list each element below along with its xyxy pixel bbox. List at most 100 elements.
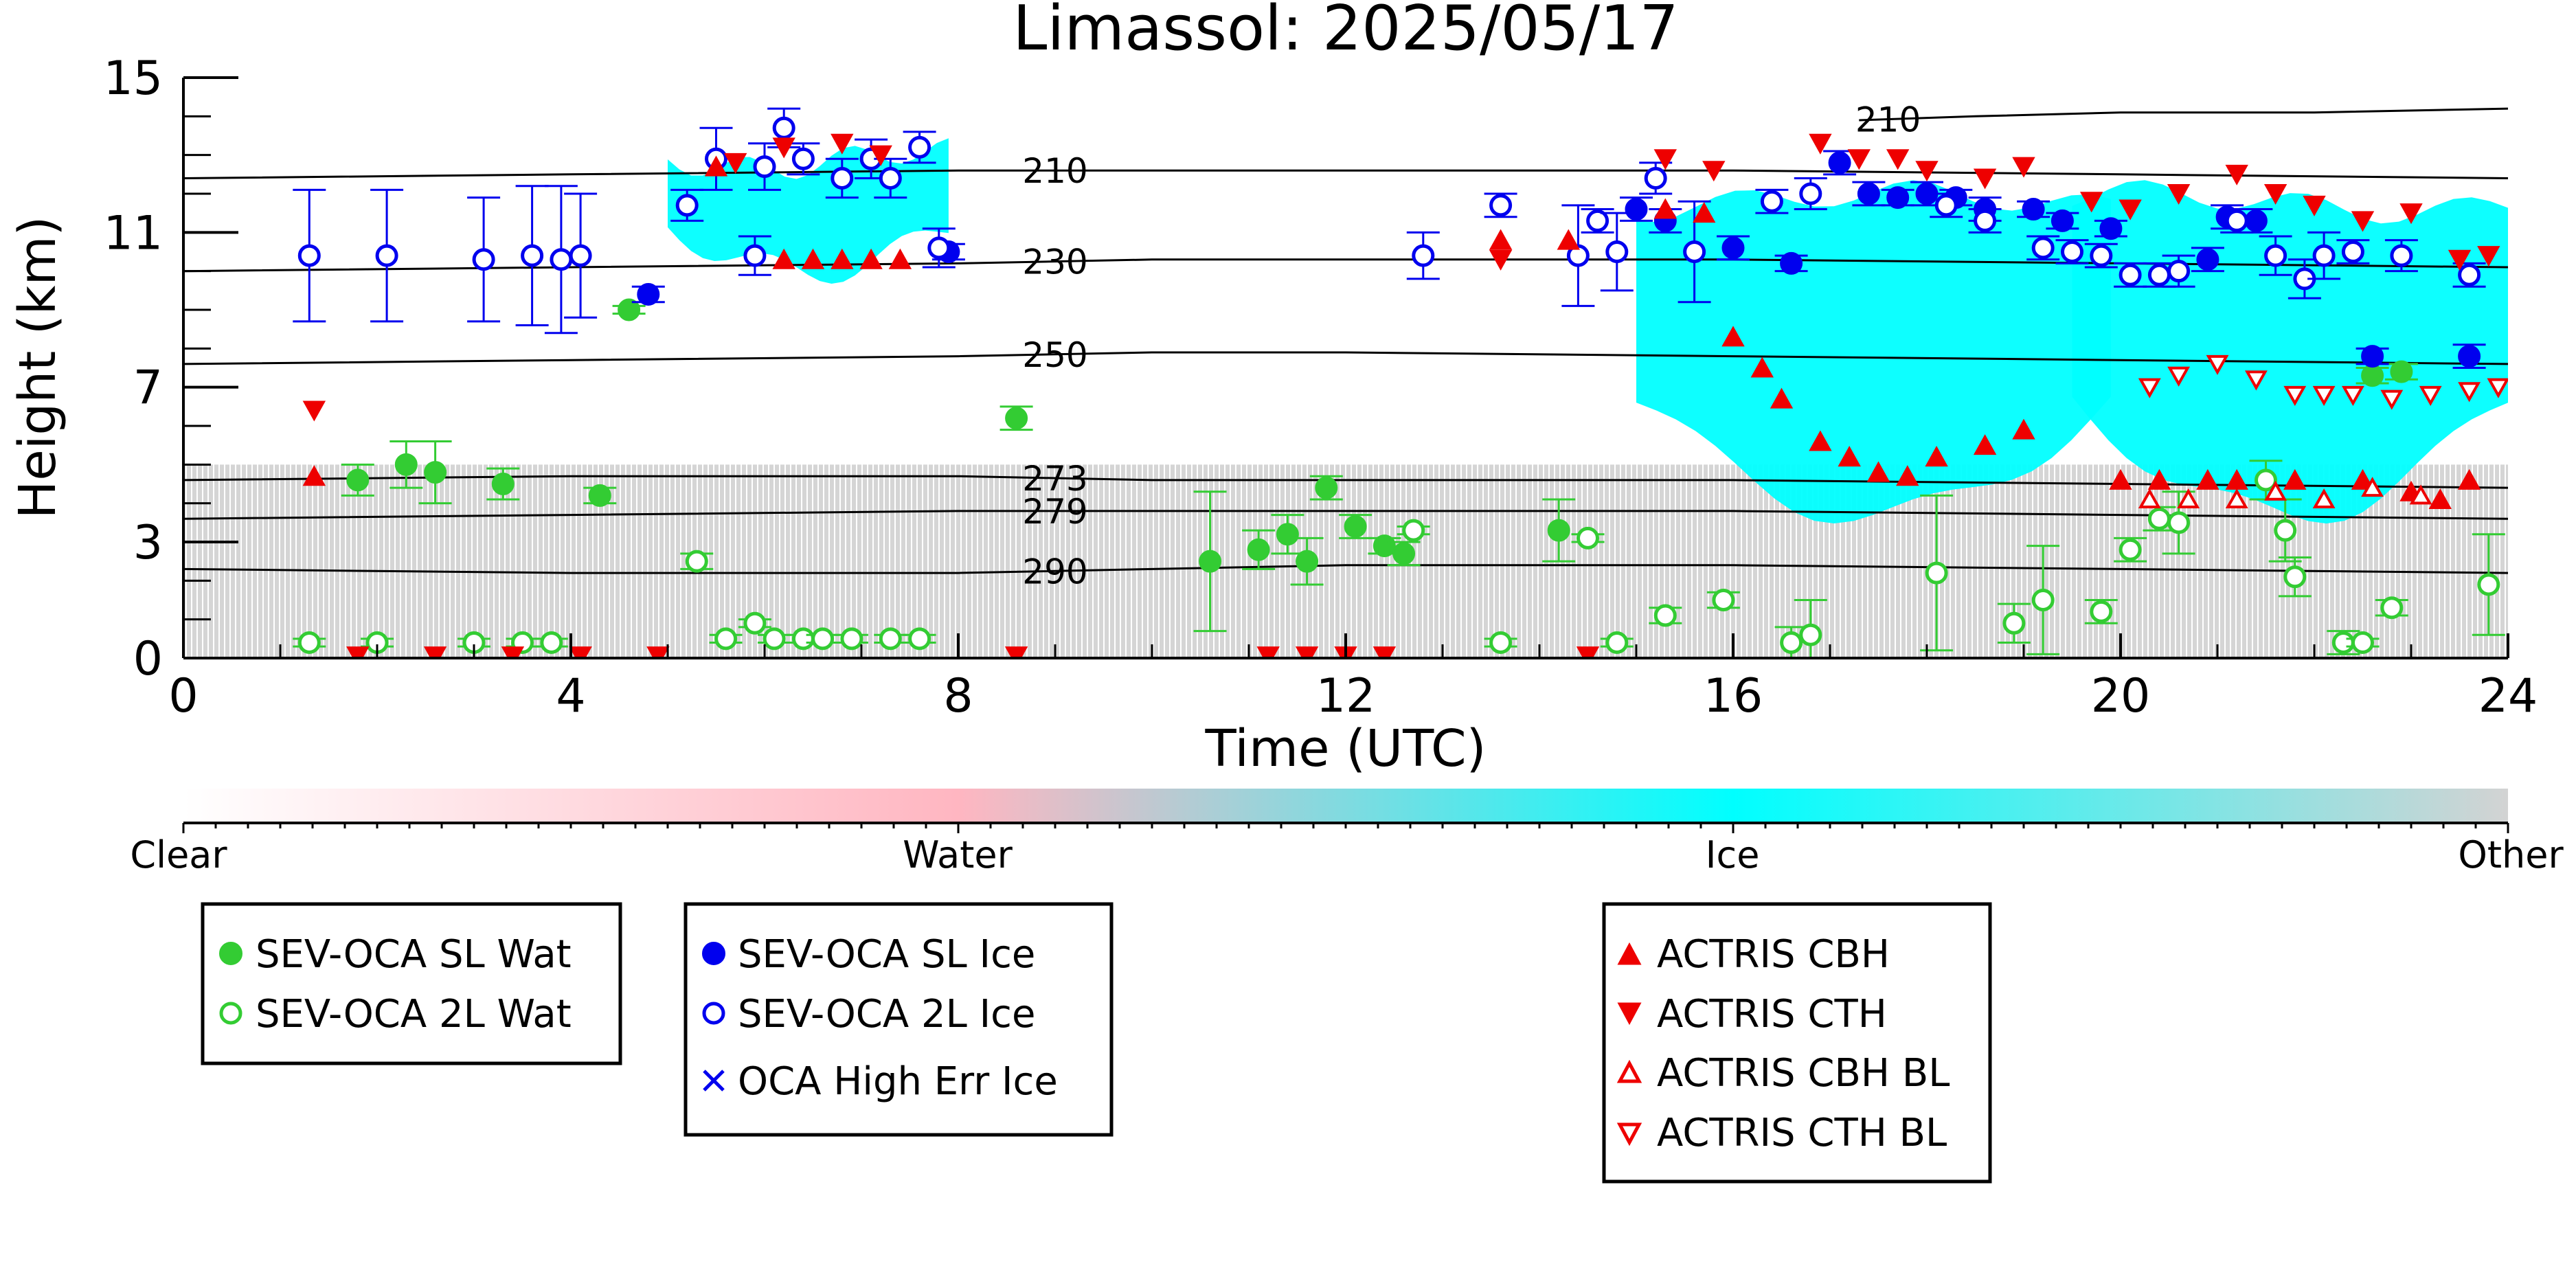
- data-point: [1372, 534, 1396, 558]
- data-point: [831, 166, 854, 190]
- data-point: [1828, 151, 1851, 174]
- data-point: [2090, 244, 2113, 267]
- data-point: [1780, 251, 1803, 275]
- temperature-contour: [183, 475, 2508, 489]
- data-point: [1799, 623, 1822, 646]
- data-point: [1586, 209, 1609, 232]
- data-point: [2255, 468, 2277, 492]
- data-point: [1780, 631, 1803, 654]
- legend-marker-high-err-ice: [703, 1070, 725, 1092]
- data-point: [2002, 611, 2026, 635]
- data-point: [2061, 240, 2083, 263]
- legend-marker-cbh-bl: [1616, 1059, 1642, 1083]
- data-point: [646, 646, 670, 658]
- data-point: [2147, 263, 2171, 286]
- legend-marker-cbh: [1617, 942, 1642, 965]
- data-point: [1702, 161, 1726, 182]
- data-point: [2428, 488, 2452, 510]
- series-actris-cth-bl: [2138, 354, 2508, 410]
- temperature-contour: [183, 351, 2508, 365]
- colorbar-label-clear: Clear: [130, 833, 227, 877]
- legend-marker-cth: [1617, 1002, 1642, 1026]
- data-point: [791, 627, 815, 651]
- data-point: [550, 248, 573, 271]
- series-actris-cth: [302, 133, 2500, 658]
- data-point: [2050, 209, 2074, 232]
- data-point: [2167, 260, 2191, 283]
- data-series: [293, 107, 2508, 658]
- data-point: [540, 631, 563, 654]
- data-point: [569, 244, 592, 267]
- data-point: [2012, 157, 2035, 178]
- data-point: [1847, 149, 1871, 170]
- legend-marker-cth-bl: [1616, 1122, 1642, 1146]
- data-point: [2448, 249, 2472, 271]
- data-point: [2138, 378, 2161, 398]
- data-point: [2409, 484, 2432, 505]
- series-sev-oca-sl-wat: [341, 298, 2418, 633]
- ice-region: [668, 138, 949, 284]
- data-point: [2390, 244, 2413, 267]
- data-point: [2477, 246, 2500, 267]
- data-point: [302, 465, 326, 486]
- data-point: [831, 248, 854, 269]
- legend-water: SEV-OCA SL Wat SEV-OCA 2L Wat: [201, 902, 622, 1065]
- data-point: [791, 147, 815, 170]
- data-point: [1296, 550, 1319, 573]
- data-point: [1577, 526, 1599, 550]
- data-point: [1760, 190, 1783, 213]
- data-point: [1886, 149, 1910, 170]
- data-point: [1576, 646, 1600, 658]
- legend-marker-2l-wat: [219, 1002, 242, 1025]
- data-point: [1973, 434, 1997, 455]
- data-point: [1973, 168, 1997, 190]
- contour-label: 210: [1022, 151, 1087, 191]
- legend-label-cbh: ACTRIS CBH: [1657, 932, 1890, 977]
- data-point: [2022, 198, 2045, 221]
- data-point: [2225, 488, 2248, 509]
- data-point: [772, 116, 795, 139]
- data-point: [2457, 468, 2481, 490]
- data-point: [1721, 326, 1745, 347]
- data-point: [1712, 589, 1735, 611]
- data-point: [2341, 385, 2364, 406]
- data-point: [1605, 631, 1629, 654]
- data-point: [2196, 248, 2219, 271]
- data-point: [888, 248, 912, 269]
- data-point: [2303, 195, 2326, 216]
- data-point: [1605, 240, 1629, 263]
- data-point: [2331, 631, 2355, 654]
- data-point: [2147, 468, 2171, 490]
- data-point: [1683, 240, 1706, 263]
- data-point: [2351, 631, 2374, 654]
- data-point: [501, 646, 525, 658]
- data-point: [1896, 465, 1919, 486]
- data-point: [2264, 244, 2287, 267]
- data-point: [2138, 488, 2161, 509]
- data-point: [1315, 476, 1338, 499]
- data-point: [2080, 192, 2103, 213]
- data-point: [1866, 461, 1890, 482]
- data-point: [2225, 164, 2248, 185]
- data-point: [2167, 366, 2191, 387]
- data-point: [762, 627, 786, 651]
- temperature-contour: [183, 169, 2508, 179]
- series-sev-oca-2l-ice: [293, 107, 2486, 335]
- data-point: [714, 627, 738, 651]
- data-point: [1276, 523, 1299, 546]
- data-point: [2380, 389, 2404, 410]
- y-ticks: 0 3 7 11 15: [103, 52, 238, 686]
- y-axis-label: Height (km): [8, 216, 67, 519]
- series-actris-cbh: [302, 155, 2481, 510]
- data-point: [2361, 364, 2384, 387]
- data-point: [2312, 244, 2336, 267]
- x-tick-label: 12: [1316, 669, 1376, 723]
- y-tick-label: 7: [133, 361, 163, 416]
- data-point: [811, 627, 835, 651]
- colorbar: Clear Water Ice Other: [130, 789, 2564, 877]
- legend-label-high-err-ice: OCA High Err Ice: [738, 1059, 1058, 1104]
- data-point: [1004, 646, 1028, 658]
- data-point: [1915, 161, 1939, 182]
- data-point: [2099, 217, 2123, 240]
- data-point: [1721, 236, 1745, 260]
